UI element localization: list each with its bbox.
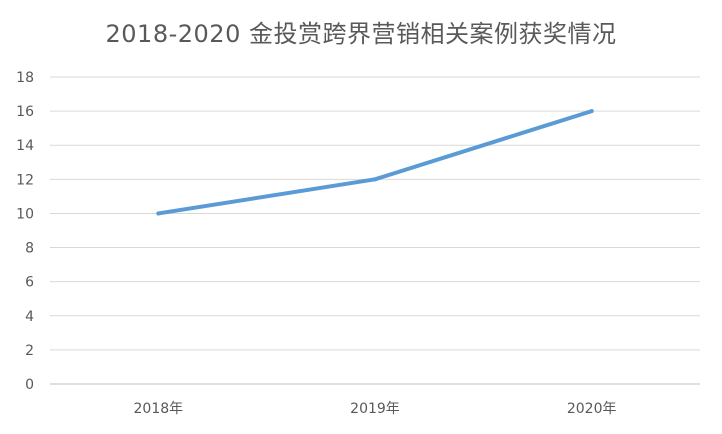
y-axis-tick-labels: 0 2 4 6 8 10 12 14 16 18 bbox=[16, 70, 34, 393]
y-tick-label: 4 bbox=[25, 309, 34, 325]
x-tick-label: 2018年 bbox=[134, 401, 184, 417]
y-tick-label: 10 bbox=[16, 206, 34, 222]
y-tick-label: 18 bbox=[16, 70, 34, 86]
x-axis-tick-labels: 2018年 2019年 2020年 bbox=[134, 401, 617, 417]
data-point bbox=[156, 211, 161, 216]
gridlines bbox=[50, 76, 700, 385]
y-tick-label: 16 bbox=[16, 104, 34, 120]
series-layer bbox=[156, 109, 594, 216]
x-tick-label: 2020年 bbox=[567, 401, 617, 417]
chart-title: 2018-2020 金投赏跨界营销相关案例获奖情况 bbox=[105, 20, 617, 48]
y-tick-label: 2 bbox=[25, 343, 34, 359]
data-point bbox=[373, 177, 377, 182]
y-tick-label: 6 bbox=[25, 275, 34, 291]
y-tick-label: 8 bbox=[25, 241, 34, 257]
series-line bbox=[156, 109, 594, 216]
x-tick-label: 2019年 bbox=[350, 401, 400, 417]
data-point bbox=[589, 109, 594, 114]
y-tick-label: 12 bbox=[16, 172, 34, 188]
y-tick-label: 0 bbox=[25, 377, 34, 393]
y-tick-label: 14 bbox=[16, 138, 34, 154]
